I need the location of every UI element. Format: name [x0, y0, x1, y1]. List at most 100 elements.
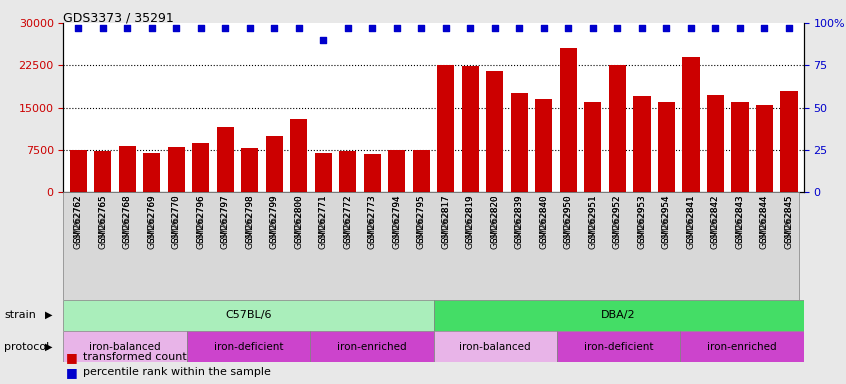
Point	[415, 25, 428, 31]
Bar	[310, 331, 433, 362]
Text: GSM262796: GSM262796	[196, 194, 206, 243]
Point	[684, 25, 698, 31]
Text: GSM262769: GSM262769	[147, 194, 157, 243]
Text: GSM262840: GSM262840	[540, 194, 548, 243]
Text: GSM262843: GSM262843	[735, 194, 744, 249]
Text: protocol: protocol	[4, 342, 49, 352]
Bar	[69, 150, 87, 192]
Text: GSM262768: GSM262768	[123, 194, 132, 249]
Text: GSM262795: GSM262795	[417, 194, 426, 243]
Text: GSM262845: GSM262845	[784, 194, 794, 249]
Bar	[63, 300, 433, 331]
Text: ■: ■	[66, 351, 78, 364]
Text: GSM262953: GSM262953	[637, 194, 646, 243]
Point	[194, 25, 207, 31]
Text: GDS3373 / 35291: GDS3373 / 35291	[63, 12, 174, 25]
Text: C57BL/6: C57BL/6	[225, 310, 272, 320]
Text: GSM262769: GSM262769	[147, 194, 157, 249]
Text: GSM262765: GSM262765	[98, 194, 107, 249]
Text: GSM262817: GSM262817	[442, 194, 450, 243]
Bar	[241, 148, 258, 192]
Point	[758, 25, 772, 31]
Bar	[118, 146, 135, 192]
Text: GSM262953: GSM262953	[637, 194, 646, 249]
Text: GSM262794: GSM262794	[393, 194, 401, 243]
Text: GSM262951: GSM262951	[589, 194, 597, 243]
Text: GSM262841: GSM262841	[686, 194, 695, 243]
Point	[709, 25, 722, 31]
Point	[464, 25, 477, 31]
Text: iron-balanced: iron-balanced	[90, 342, 161, 352]
Bar	[94, 151, 111, 192]
Text: GSM262799: GSM262799	[270, 194, 278, 243]
Bar	[536, 99, 552, 192]
Bar	[217, 127, 233, 192]
Bar	[585, 102, 602, 192]
Text: transformed count: transformed count	[83, 352, 187, 362]
Text: ▶: ▶	[45, 342, 52, 352]
Text: GSM262762: GSM262762	[74, 194, 83, 249]
Text: iron-enriched: iron-enriched	[707, 342, 777, 352]
Bar	[732, 102, 749, 192]
Bar	[462, 66, 479, 192]
Bar	[683, 57, 700, 192]
Text: GSM262839: GSM262839	[515, 194, 524, 243]
Text: GSM262952: GSM262952	[613, 194, 622, 243]
Text: GSM262795: GSM262795	[417, 194, 426, 249]
Point	[537, 25, 551, 31]
Text: GSM262839: GSM262839	[515, 194, 524, 249]
Text: GSM262771: GSM262771	[319, 194, 327, 249]
Point	[439, 25, 453, 31]
Text: GSM262842: GSM262842	[711, 194, 720, 249]
Text: GSM262797: GSM262797	[221, 194, 230, 243]
Text: DBA/2: DBA/2	[602, 310, 636, 320]
Text: GSM262773: GSM262773	[368, 194, 376, 249]
Point	[71, 25, 85, 31]
Bar	[680, 331, 804, 362]
Text: percentile rank within the sample: percentile rank within the sample	[83, 367, 271, 377]
Text: GSM262820: GSM262820	[491, 194, 499, 243]
Text: GSM262798: GSM262798	[245, 194, 255, 243]
Text: GSM262842: GSM262842	[711, 194, 720, 243]
Text: GSM262952: GSM262952	[613, 194, 622, 249]
Point	[660, 25, 673, 31]
Bar	[756, 105, 773, 192]
Bar	[339, 151, 356, 192]
Text: ■: ■	[66, 366, 78, 379]
Text: GSM262844: GSM262844	[760, 194, 769, 249]
Bar	[168, 147, 184, 192]
Point	[562, 25, 575, 31]
Text: GSM262817: GSM262817	[442, 194, 450, 249]
Point	[292, 25, 305, 31]
Bar	[63, 331, 187, 362]
Text: GSM262845: GSM262845	[784, 194, 794, 243]
Bar	[187, 331, 310, 362]
Text: GSM262819: GSM262819	[466, 194, 475, 249]
Text: GSM262844: GSM262844	[760, 194, 769, 243]
Text: GSM262794: GSM262794	[393, 194, 401, 249]
Bar	[315, 152, 332, 192]
Text: GSM262950: GSM262950	[564, 194, 573, 249]
Text: GSM262770: GSM262770	[172, 194, 181, 249]
Bar	[634, 96, 651, 192]
Point	[341, 25, 354, 31]
Bar	[143, 152, 160, 192]
Bar	[433, 300, 804, 331]
Text: GSM262797: GSM262797	[221, 194, 230, 249]
Text: GSM262820: GSM262820	[491, 194, 499, 249]
Text: ▶: ▶	[45, 310, 52, 320]
Bar	[364, 154, 381, 192]
Point	[145, 25, 158, 31]
Point	[169, 25, 183, 31]
Bar	[707, 95, 724, 192]
Text: GSM262840: GSM262840	[540, 194, 548, 249]
Text: GSM262800: GSM262800	[294, 194, 303, 243]
Text: GSM262951: GSM262951	[589, 194, 597, 249]
Text: GSM262841: GSM262841	[686, 194, 695, 249]
Bar	[560, 48, 577, 192]
Text: GSM262772: GSM262772	[343, 194, 352, 249]
Point	[267, 25, 281, 31]
Text: GSM262796: GSM262796	[196, 194, 206, 249]
Point	[316, 37, 330, 43]
Point	[611, 25, 624, 31]
